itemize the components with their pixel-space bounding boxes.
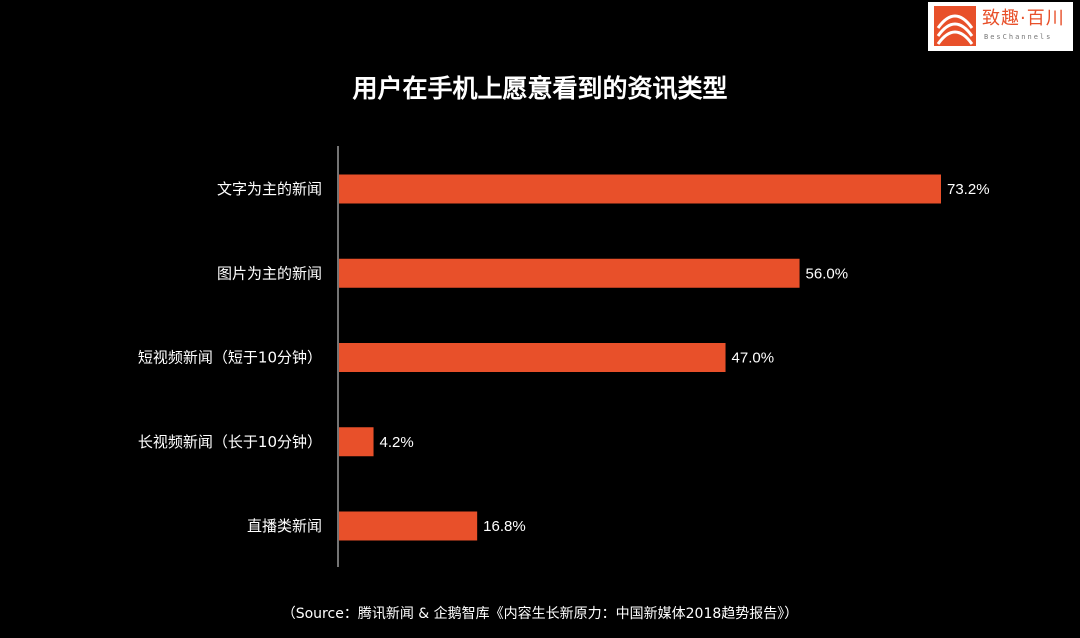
bar — [339, 343, 726, 372]
category-label: 直播类新闻 — [247, 517, 322, 535]
data-label: 4.2% — [380, 434, 414, 451]
brand-logo: 致趣·百川 BesChannels — [928, 2, 1073, 51]
category-label: 短视频新闻（短于10分钟） — [138, 349, 322, 367]
brand-name-en: BesChannels — [984, 33, 1053, 41]
chart-title: 用户在手机上愿意看到的资讯类型 — [352, 74, 728, 103]
brand-name: 致趣·百川 — [982, 8, 1065, 29]
category-label: 文字为主的新闻 — [217, 180, 322, 198]
data-label: 73.2% — [947, 181, 990, 198]
data-label: 16.8% — [483, 518, 526, 535]
bar — [339, 511, 478, 541]
bar — [339, 427, 374, 457]
category-label: 长视频新闻（长于10分钟） — [138, 433, 322, 451]
bar — [339, 174, 941, 204]
data-label: 56.0% — [806, 265, 849, 282]
data-label: 47.0% — [732, 350, 775, 367]
bar-chart: 文字为主的新闻 73.2% 图片为主的新闻 56.0% 短视频新闻（短于10分钟） 47.… — [138, 146, 990, 567]
source-note: （Source：腾讯新闻 & 企鹅智库《内容生长新原力：中国新媒体2018趋势报… — [281, 606, 799, 622]
brand-logo-mark — [934, 6, 976, 46]
category-label: 图片为主的新闻 — [217, 264, 322, 282]
bar — [339, 258, 800, 288]
